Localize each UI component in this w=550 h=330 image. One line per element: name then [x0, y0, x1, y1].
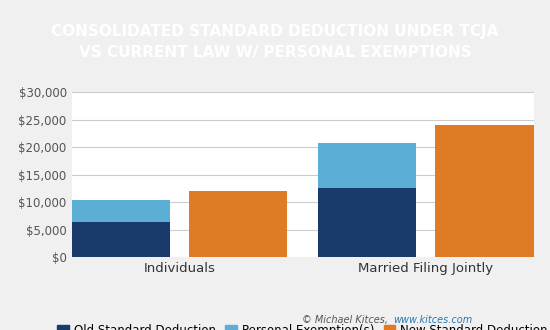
Bar: [318, 187, 416, 257]
Bar: [189, 191, 287, 257]
Bar: [435, 125, 534, 257]
Bar: [72, 222, 170, 257]
Text: © Michael Kitces,: © Michael Kitces,: [302, 315, 388, 325]
Legend: Old Standard Deduction, Personal Exemption(s), New Standard Deduction: Old Standard Deduction, Personal Exempti…: [57, 324, 548, 330]
Bar: [72, 200, 170, 222]
Text: www.kitces.com: www.kitces.com: [393, 315, 472, 325]
Bar: [318, 143, 416, 187]
Text: CONSOLIDATED STANDARD DEDUCTION UNDER TCJA
VS CURRENT LAW W/ PERSONAL EXEMPTIONS: CONSOLIDATED STANDARD DEDUCTION UNDER TC…: [51, 23, 499, 60]
